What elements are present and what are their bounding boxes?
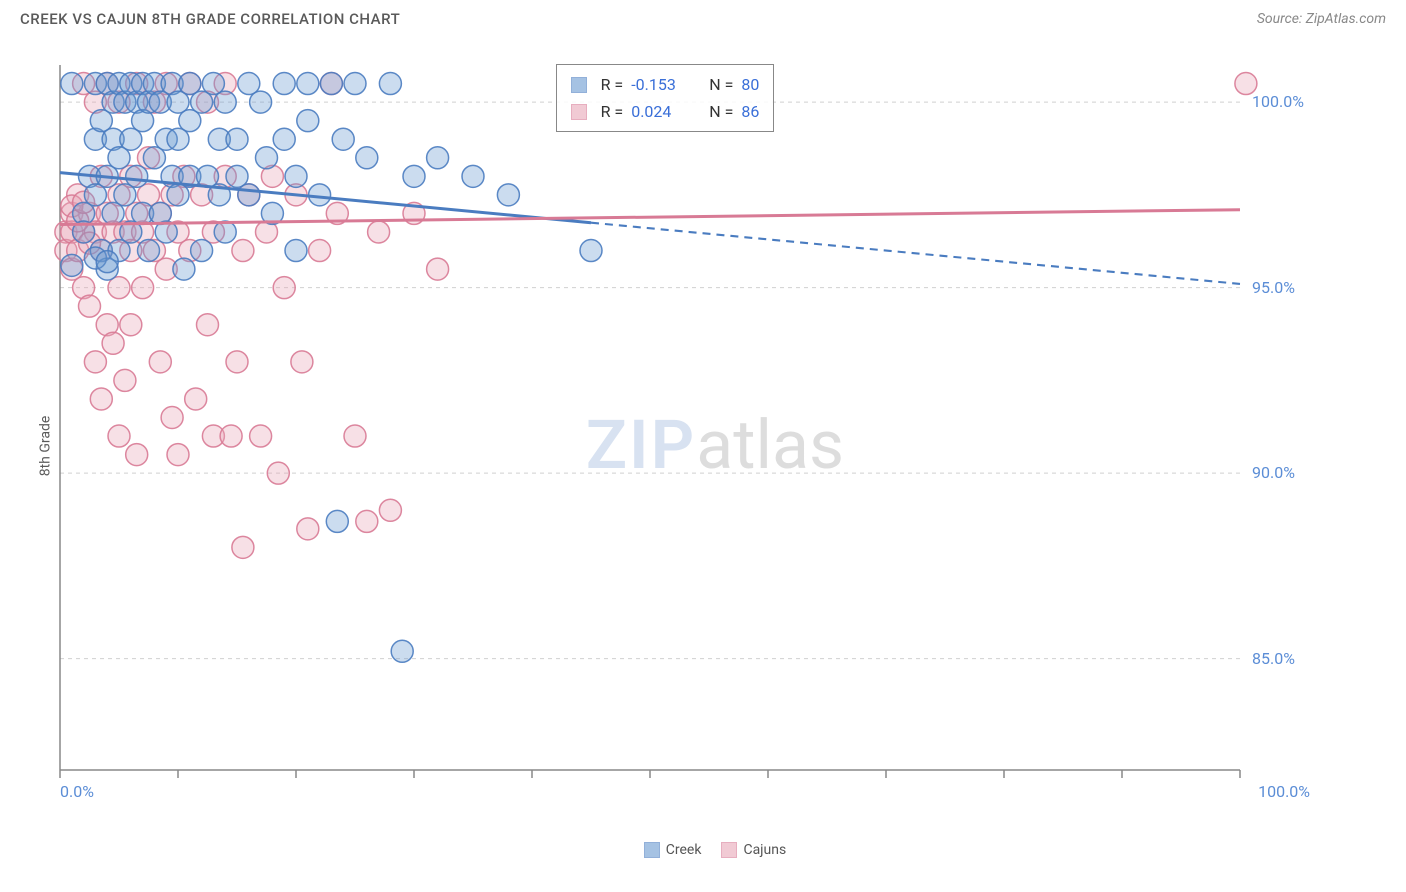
stats-r-label: R = [601,98,624,125]
legend-swatch [644,842,660,858]
stats-swatch [571,77,587,93]
chart-title: CREEK VS CAJUN 8TH GRADE CORRELATION CHA… [20,10,400,28]
stats-r-label: R = [601,71,624,98]
y-tick-label: 95.0% [1252,278,1295,297]
legend-label: Cajuns [743,842,786,858]
legend-item: Cajuns [721,842,786,858]
stats-n-value: 80 [741,71,759,98]
stats-n-label: N = [709,98,733,125]
stats-row: R = -0.153 N = 80 [571,71,760,98]
chart-container: ZIPatlas R =-0.153N =80R =0.024N =86 85.… [50,60,1380,830]
stats-row: R = 0.024 N = 86 [571,98,760,125]
y-tick-label: 100.0% [1252,92,1304,111]
legend-label: Creek [666,842,702,858]
stats-legend-box: R = -0.153 N = 80 R = 0.024 N = 86 [556,64,775,132]
x-tick-label: 100.0% [1258,782,1310,801]
stats-r-value: 0.024 [631,98,701,125]
stats-swatch [571,104,587,120]
chart-header: CREEK VS CAJUN 8TH GRADE CORRELATION CHA… [0,0,1406,28]
stats-n-value: 86 [741,98,759,125]
scatter-chart [50,60,1310,800]
stats-n-label: N = [709,71,733,98]
y-tick-label: 85.0% [1252,649,1295,668]
stats-r-value: -0.153 [631,71,701,98]
legend-item: Creek [644,842,702,858]
y-tick-label: 90.0% [1252,463,1295,482]
chart-source: Source: ZipAtlas.com [1257,11,1386,27]
x-tick-label: 0.0% [60,782,94,801]
legend-swatch [721,842,737,858]
legend-bottom: Creek Cajuns [50,842,1380,858]
